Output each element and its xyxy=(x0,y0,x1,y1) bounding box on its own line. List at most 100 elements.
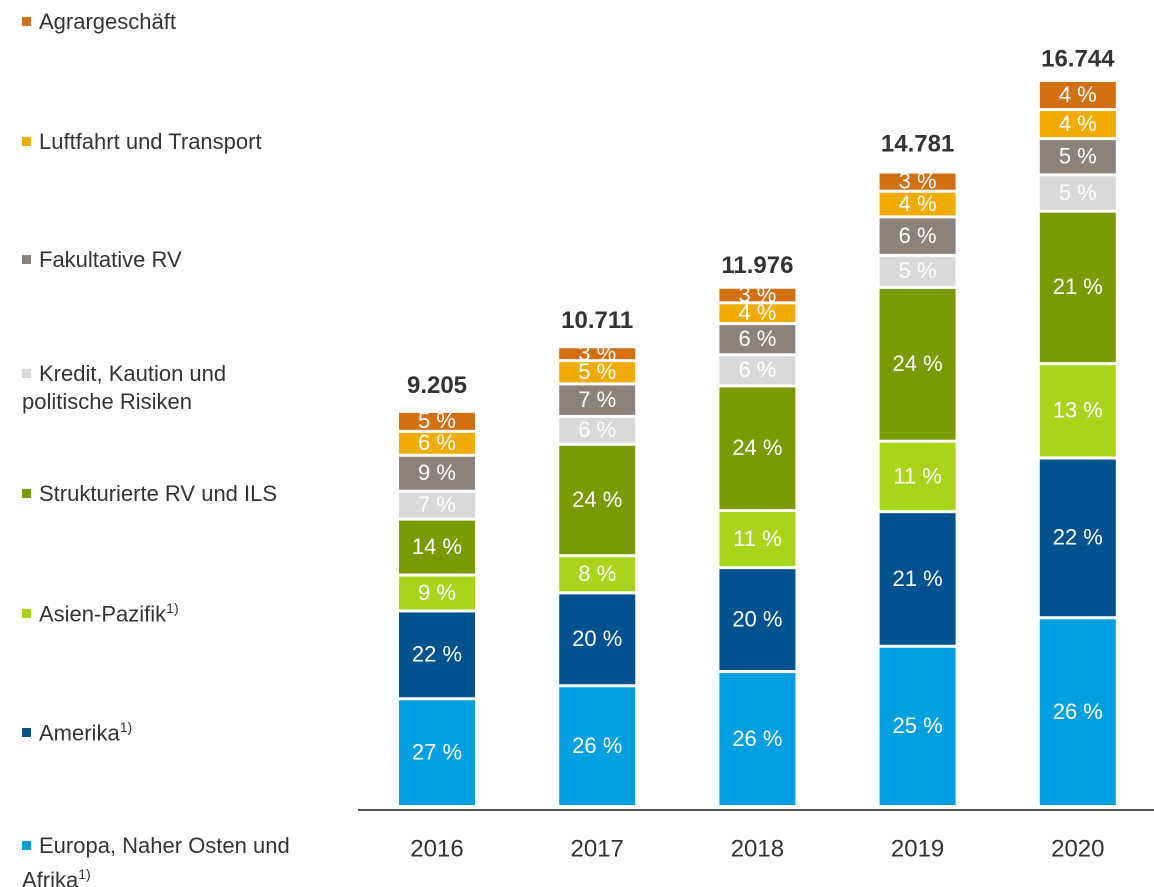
value-label: 6 % xyxy=(418,430,456,455)
bar-segment xyxy=(1039,82,1116,109)
value-label: 3 % xyxy=(738,282,776,307)
total-label: 10.711 xyxy=(561,307,633,334)
legend-item: Luftfahrt und Transport xyxy=(22,128,352,156)
bar-segment xyxy=(879,192,956,216)
value-label: 13 % xyxy=(1053,398,1103,423)
bar-segment xyxy=(559,594,636,685)
value-label: 9 % xyxy=(418,580,456,605)
bar-segment xyxy=(719,569,796,670)
bar-segment xyxy=(719,288,796,302)
bar-segment xyxy=(399,492,475,518)
bar-segment xyxy=(559,385,636,415)
legend-label: Amerika xyxy=(39,720,120,746)
bar-segment xyxy=(559,417,636,443)
bar-segment xyxy=(1039,619,1116,805)
legend-label: Luftfahrt und Transport xyxy=(39,129,262,154)
value-label: 26 % xyxy=(572,733,622,758)
value-label: 4 % xyxy=(738,300,776,325)
value-label: 11 % xyxy=(893,463,942,488)
x-tick-label: 2017 xyxy=(571,835,624,862)
x-tick-label: 2020 xyxy=(1051,835,1104,862)
value-label: 14 % xyxy=(412,534,462,559)
bar-segment xyxy=(879,288,956,440)
legend-swatch xyxy=(22,609,31,619)
footnote: 1) xyxy=(78,866,91,882)
bar-segment xyxy=(879,513,956,645)
bar-segment xyxy=(399,576,475,610)
bar-segment xyxy=(879,442,956,511)
value-label: 5 % xyxy=(899,258,937,283)
legend-swatch xyxy=(22,136,31,146)
value-label: 3 % xyxy=(578,341,616,366)
value-label: 26 % xyxy=(732,726,782,751)
total-label: 16.744 xyxy=(1041,45,1115,72)
legend-label: Kredit, Kaution und politische Risiken xyxy=(22,361,227,414)
bar-segment xyxy=(399,520,475,574)
bar-segment xyxy=(879,647,956,805)
value-label: 25 % xyxy=(893,713,943,738)
legend-item: Agrargeschäft xyxy=(22,8,352,36)
value-label: 5 % xyxy=(418,408,456,433)
legend-label: Asien-Pazifik xyxy=(39,601,167,627)
bar-segment xyxy=(719,304,796,323)
value-label: 27 % xyxy=(412,739,462,764)
value-label: 5 % xyxy=(1059,180,1097,205)
legend-label: Agrargeschäft xyxy=(39,9,176,34)
x-tick-label: 2019 xyxy=(891,835,944,862)
bar-segment xyxy=(399,432,475,454)
legend-item: Fakultative RV xyxy=(22,246,352,274)
value-label: 20 % xyxy=(732,606,782,631)
value-label: 7 % xyxy=(418,492,456,517)
value-label: 24 % xyxy=(572,487,622,512)
bar-segment xyxy=(1039,459,1116,617)
legend-swatch xyxy=(22,728,31,738)
legend-item: Asien-Pazifik1) xyxy=(22,594,352,628)
x-tick-label: 2018 xyxy=(731,835,784,862)
legend-swatch xyxy=(22,368,31,378)
bar-segment xyxy=(559,557,636,592)
value-label: 21 % xyxy=(893,566,943,591)
value-label: 7 % xyxy=(578,387,616,412)
bar-segment xyxy=(719,356,796,385)
legend-item: Strukturierte RV und ILS xyxy=(22,480,352,508)
legend-swatch xyxy=(22,254,31,264)
value-label: 6 % xyxy=(578,417,616,442)
bar-segment xyxy=(719,672,796,805)
bar-segment xyxy=(719,512,796,567)
bar-segment xyxy=(879,256,956,286)
value-label: 5 % xyxy=(1059,144,1097,169)
value-label: 24 % xyxy=(893,351,943,376)
bar-segment xyxy=(1039,212,1116,363)
legend-label: Fakultative RV xyxy=(39,247,182,272)
legend-swatch xyxy=(22,488,31,498)
total-label: 11.976 xyxy=(721,252,793,279)
bar-segment xyxy=(1039,176,1116,210)
bar-segment xyxy=(559,348,636,360)
bar-segment xyxy=(879,218,956,254)
bar-segment xyxy=(1039,365,1116,457)
bar-segment xyxy=(719,325,796,354)
footnote: 1) xyxy=(119,719,133,735)
legend-swatch xyxy=(22,16,31,26)
legend-item: Europa, Naher Osten und Afrika1) xyxy=(22,832,322,887)
bar-segment xyxy=(559,362,636,383)
bar-segment xyxy=(559,445,636,555)
bar-segment xyxy=(399,700,475,805)
bar-segment xyxy=(719,387,796,510)
value-label: 6 % xyxy=(738,357,776,382)
footnote: 1) xyxy=(166,600,179,616)
value-label: 11 % xyxy=(733,526,782,551)
legend-item: Kredit, Kaution und politische Risiken xyxy=(22,360,282,416)
value-label: 21 % xyxy=(1053,274,1103,299)
bar-segment xyxy=(1039,111,1116,138)
value-label: 24 % xyxy=(732,435,782,460)
value-label: 3 % xyxy=(899,168,937,193)
bar-segment xyxy=(879,173,956,190)
value-label: 6 % xyxy=(899,223,937,248)
value-label: 5 % xyxy=(578,359,616,384)
legend-swatch xyxy=(22,840,31,850)
total-label: 9.205 xyxy=(407,372,467,399)
legend-label: Strukturierte RV und ILS xyxy=(39,481,278,506)
